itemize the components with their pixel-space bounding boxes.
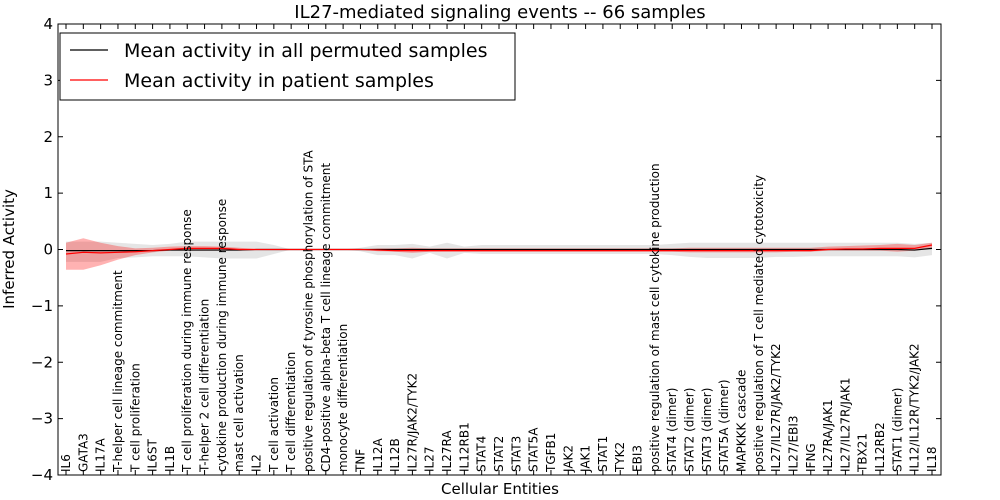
x-tick-label: STAT1 (dimer) — [890, 388, 904, 472]
y-tick-label: 4 — [43, 15, 53, 33]
x-tick-label: positive regulation of tyrosine phosphor… — [301, 149, 315, 472]
x-tick-label: STAT5A (dimer) — [717, 379, 731, 472]
x-tick-label: STAT4 (dimer) — [665, 388, 679, 472]
x-tick-label: mast cell activation — [232, 354, 246, 472]
series-lines — [65, 244, 933, 255]
x-tick-label: T cell activation — [267, 377, 281, 473]
x-tick-label: IL2 — [250, 454, 264, 472]
x-tick-label: GATA3 — [76, 433, 90, 472]
x-tick-label: cytokine production during immune respon… — [215, 199, 229, 472]
series-line-patient — [65, 244, 933, 255]
x-tick-label: IL12A — [371, 438, 385, 472]
x-tick-label: STAT2 (dimer) — [683, 388, 697, 472]
x-tick-label: IL12RB2 — [873, 422, 887, 472]
y-tick-label: −1 — [31, 297, 53, 315]
x-tick-label: IL27/IL27R/JAK2/TYK2 — [769, 343, 783, 472]
x-tick-label: IL27R/JAK2/TYK2 — [405, 373, 419, 472]
x-tick-label: T cell proliferation — [128, 363, 142, 473]
legend-label-patient: Mean activity in patient samples — [124, 70, 434, 92]
x-tick-label: STAT4 — [475, 436, 489, 472]
y-tick-label: 1 — [43, 184, 53, 202]
y-axis-label: Inferred Activity — [0, 189, 18, 309]
x-tick-label: positive regulation of T cell mediated c… — [752, 175, 766, 472]
x-tick-label: IL6 — [59, 454, 73, 472]
chart-title: IL27-mediated signaling events -- 66 sam… — [294, 2, 705, 23]
x-tick-label: STAT2 — [492, 436, 506, 472]
x-tick-label: positive regulation of mast cell cytokin… — [648, 163, 662, 472]
x-axis: IL6 GATA3 IL17A T-helper cell lineage commi… — [59, 24, 939, 475]
y-tick-label: −3 — [31, 410, 53, 428]
x-tick-label: IL1B — [163, 446, 177, 472]
y-tick-label: −4 — [31, 466, 53, 484]
x-tick-label: STAT3 — [509, 436, 523, 472]
legend: Mean activity in all permuted samples Me… — [59, 32, 516, 101]
x-tick-label: JAK2 — [561, 445, 575, 473]
x-axis-label: Cellular Entities — [441, 480, 559, 498]
x-tick-label: IL27/EBI3 — [786, 415, 800, 472]
y-tick-label: −2 — [31, 353, 53, 371]
confidence-bands — [66, 238, 932, 270]
x-tick-label: CD4-positive alpha-beta T cell lineage c… — [319, 163, 333, 472]
x-tick-label: T-helper cell lineage commitment — [111, 270, 125, 473]
x-tick-label: IL17A — [94, 438, 108, 472]
x-tick-label: JAK1 — [579, 445, 593, 473]
x-tick-label: TBX21 — [856, 433, 870, 473]
x-tick-label: T cell proliferation during immune respo… — [180, 209, 194, 473]
x-tick-label: monocyte differentiation — [336, 324, 350, 472]
y-tick-label: 0 — [43, 241, 53, 259]
x-tick-label: T-helper 2 cell differentiation — [198, 299, 212, 473]
series-line-permuted — [66, 247, 933, 252]
x-tick-label: IL27/IL27R/JAK1 — [838, 378, 852, 472]
y-axis: −4 −3 −2 −1 0 1 2 3 4 — [31, 15, 941, 484]
x-tick-label: TGFB1 — [544, 433, 558, 473]
x-tick-label: STAT1 — [596, 436, 610, 472]
x-tick-label: TNF — [353, 449, 367, 473]
x-tick-label: STAT5A — [527, 427, 541, 472]
x-tick-label: IL27RA/JAK1 — [821, 399, 835, 472]
x-tick-label: TYK2 — [613, 442, 627, 473]
x-tick-label: EBI3 — [631, 445, 645, 472]
x-tick-label: IL6ST — [146, 439, 160, 472]
band-permuted — [66, 241, 932, 262]
x-tick-label: IFNG — [804, 443, 818, 472]
x-tick-label: IL18 — [925, 447, 939, 473]
y-tick-label: 2 — [43, 128, 53, 146]
y-tick-label: 3 — [43, 71, 53, 89]
legend-box — [59, 32, 516, 101]
x-tick-label: IL27 — [423, 447, 437, 473]
legend-label-permuted: Mean activity in all permuted samples — [124, 40, 487, 62]
x-tick-label: IL12RB1 — [457, 422, 471, 472]
x-tick-label: IL27RA — [440, 430, 454, 472]
x-tick-label: IL12B — [388, 438, 402, 472]
x-tick-label: MAPKKK cascade — [734, 370, 748, 472]
x-tick-label: STAT3 (dimer) — [700, 388, 714, 472]
x-tick-label: IL12/IL12R/TYK2/JAK2 — [908, 343, 922, 472]
x-tick-label: T cell differentiation — [284, 352, 298, 473]
